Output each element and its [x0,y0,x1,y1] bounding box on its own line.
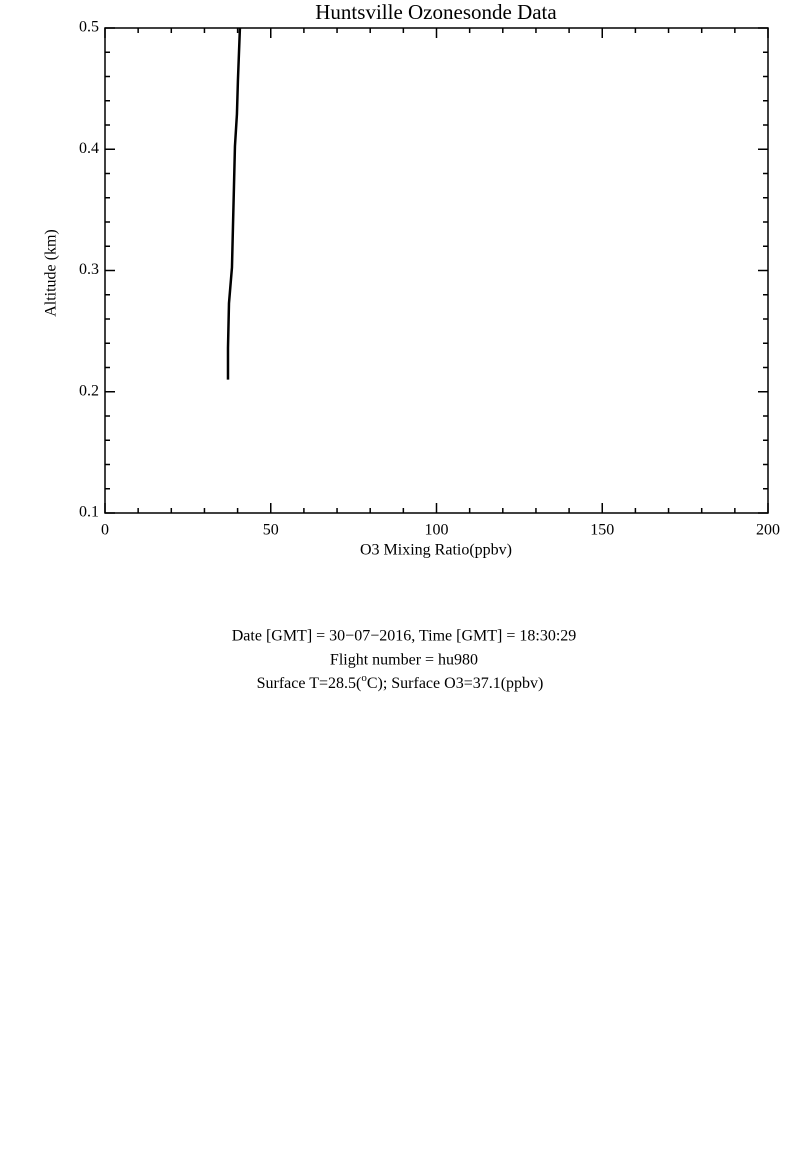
y-tick-label: 0.5 [79,19,99,36]
y-tick-label: 0.4 [79,140,99,157]
x-tick-label: 100 [425,522,449,539]
x-axis-label: O3 Mixing Ratio(ppbv) [360,542,512,559]
profile-line [226,27,242,380]
x-tick-label: 0 [101,522,109,539]
y-tick-label: 0.2 [79,382,99,399]
footer-text: Surface T=28.5( [257,675,362,692]
y-tick-label: 0.3 [79,261,99,278]
footer-line: Surface T=28.5(oC); Surface O3=37.1(ppbv… [257,672,544,692]
x-tick-label: 150 [590,522,614,539]
x-tick-label: 50 [263,522,279,539]
y-axis-label: Altitude (km) [43,229,60,317]
footer-line: Date [GMT] = 30−07−2016, Time [GMT] = 18… [232,628,577,645]
y-tick-label: 0.1 [79,504,99,521]
footer-line: Flight number = hu980 [330,652,478,669]
chart-title: Huntsville Ozonesonde Data [315,0,557,24]
footer-text: C); Surface O3=37.1(ppbv) [367,675,544,692]
footer-superscript: o [361,672,367,684]
plot-frame [104,27,769,514]
x-tick-label: 200 [756,522,780,539]
